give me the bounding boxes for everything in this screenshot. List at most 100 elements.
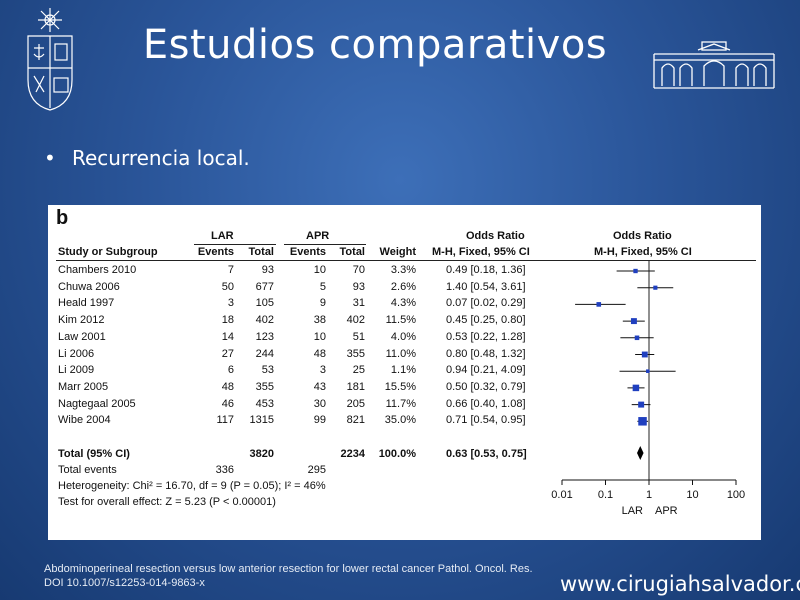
- events-2: 99: [313, 414, 326, 427]
- col-events-1: Events: [197, 246, 234, 258]
- total-2: 205: [346, 397, 365, 410]
- forest-plot: 0.01 0.1 1 10 100 LAR APR: [551, 261, 745, 517]
- citation: Abdominoperineal resection versus low an…: [44, 562, 533, 590]
- total-events-e2: 295: [307, 464, 326, 476]
- ci: 0.71 [0.54, 0.95]: [446, 414, 526, 427]
- total-2: 25: [352, 364, 365, 377]
- events-1: 3: [227, 297, 234, 310]
- events-1: 46: [221, 397, 234, 410]
- ci: 1.40 [0.54, 3.61]: [446, 280, 526, 293]
- slide-title: Estudios comparativos: [142, 22, 608, 68]
- study-name: Chuwa 2006: [58, 280, 120, 293]
- overall-effect-text: Test for overall effect: Z = 5.23 (P < 0…: [58, 496, 276, 508]
- university-crest-logo: [27, 8, 73, 111]
- weight: 15.5%: [384, 380, 416, 393]
- total-1: 105: [255, 297, 274, 310]
- study-name: Heald 1997: [58, 297, 115, 310]
- total-1: 355: [255, 380, 274, 393]
- or-header-table: Odds Ratio: [466, 230, 525, 242]
- point-marker: [641, 351, 648, 358]
- total-1: 244: [255, 347, 274, 360]
- total-2: 70: [352, 264, 365, 276]
- point-marker: [653, 285, 658, 290]
- x-label-right: APR: [655, 505, 678, 517]
- events-2: 48: [313, 347, 326, 360]
- study-name: Kim 2012: [58, 314, 105, 327]
- study-name: Law 2001: [58, 330, 106, 343]
- forest-plot-figure: b LAR APR Odds Ratio Odds Ratio Study or…: [48, 205, 761, 540]
- total-t1: 3820: [249, 448, 274, 460]
- ci: 0.50 [0.32, 0.79]: [446, 380, 526, 393]
- weight: 4.3%: [390, 297, 416, 310]
- weight: 4.0%: [390, 330, 416, 343]
- events-1: 7: [227, 264, 234, 276]
- weight: 11.7%: [385, 397, 416, 410]
- group1-underline: [194, 244, 276, 245]
- panel-letter: b: [56, 207, 69, 229]
- summary-diamond: [637, 446, 644, 460]
- events-1: 48: [221, 380, 234, 393]
- events-2: 38: [313, 314, 326, 327]
- citation-line-2: DOI 10.1007/s12253-014-9863-x: [44, 577, 205, 589]
- x-label-left: LAR: [622, 505, 643, 517]
- col-study: Study or Subgroup: [58, 246, 158, 258]
- events-1: 117: [216, 414, 234, 427]
- study-name: Chambers 2010: [58, 264, 137, 276]
- header-rule: [56, 260, 756, 261]
- x-tick-label: 0.01: [551, 489, 572, 501]
- point-marker: [634, 335, 640, 341]
- events-1: 6: [227, 364, 234, 377]
- bullet-text: Recurrencia local.: [72, 146, 250, 170]
- total-1: 53: [261, 364, 274, 377]
- study-name: Li 2006: [58, 347, 95, 360]
- total-1: 677: [255, 280, 274, 293]
- bullet-dot-icon: •: [44, 146, 56, 170]
- ci: 0.94 [0.21, 4.09]: [446, 364, 526, 377]
- col-ci-table: M-H, Fixed, 95% CI: [432, 246, 530, 258]
- total-ci: 0.63 [0.53, 0.75]: [446, 448, 527, 460]
- website-url: www.cirugiahsalvador.cl: [560, 572, 800, 596]
- events-2: 30: [313, 397, 326, 410]
- total-events-label: Total events: [58, 464, 117, 476]
- total-events-e1: 336: [215, 464, 234, 476]
- total-2: 31: [352, 297, 365, 310]
- ci: 0.66 [0.40, 1.08]: [446, 397, 526, 410]
- weight: 1.1%: [390, 364, 416, 377]
- events-1: 50: [221, 280, 234, 293]
- weight: 3.3%: [390, 264, 416, 276]
- events-1: 27: [221, 347, 234, 360]
- total-2: 821: [346, 414, 365, 427]
- building-logo: [653, 41, 775, 89]
- events-1: 18: [221, 314, 234, 327]
- point-marker: [638, 401, 645, 408]
- total-t2: 2234: [340, 448, 365, 460]
- col-ci-plot: M-H, Fixed, 95% CI: [594, 246, 692, 258]
- weight: 11.0%: [385, 347, 416, 360]
- total-1: 1315: [249, 414, 274, 427]
- total-1: 453: [255, 397, 274, 410]
- total-1: 402: [255, 314, 274, 327]
- point-marker: [646, 369, 650, 373]
- point-marker: [632, 384, 640, 392]
- events-2: 43: [313, 380, 326, 393]
- total-2: 51: [352, 330, 365, 343]
- col-total-1: Total: [248, 246, 274, 258]
- total-weight: 100.0%: [378, 448, 416, 460]
- total-1: 93: [261, 264, 274, 276]
- ci: 0.45 [0.25, 0.80]: [446, 314, 526, 327]
- weight: 11.5%: [385, 314, 416, 327]
- x-tick-label: 0.1: [598, 489, 613, 501]
- heterogeneity-text: Heterogeneity: Chi² = 16.70, df = 9 (P =…: [58, 480, 326, 492]
- total-2: 355: [346, 347, 365, 360]
- col-events-2: Events: [289, 246, 326, 258]
- total-label: Total (95% CI): [58, 448, 130, 460]
- group2-underline: [284, 244, 366, 245]
- study-name: Wibe 2004: [58, 414, 111, 427]
- x-tick-label: 100: [727, 489, 745, 501]
- x-tick-label: 1: [646, 489, 652, 501]
- point-marker: [633, 268, 638, 274]
- ci: 0.49 [0.18, 1.36]: [446, 264, 526, 276]
- group1-header: LAR: [211, 230, 234, 242]
- or-header-plot: Odds Ratio: [613, 230, 672, 242]
- study-name: Nagtegaal 2005: [58, 397, 136, 410]
